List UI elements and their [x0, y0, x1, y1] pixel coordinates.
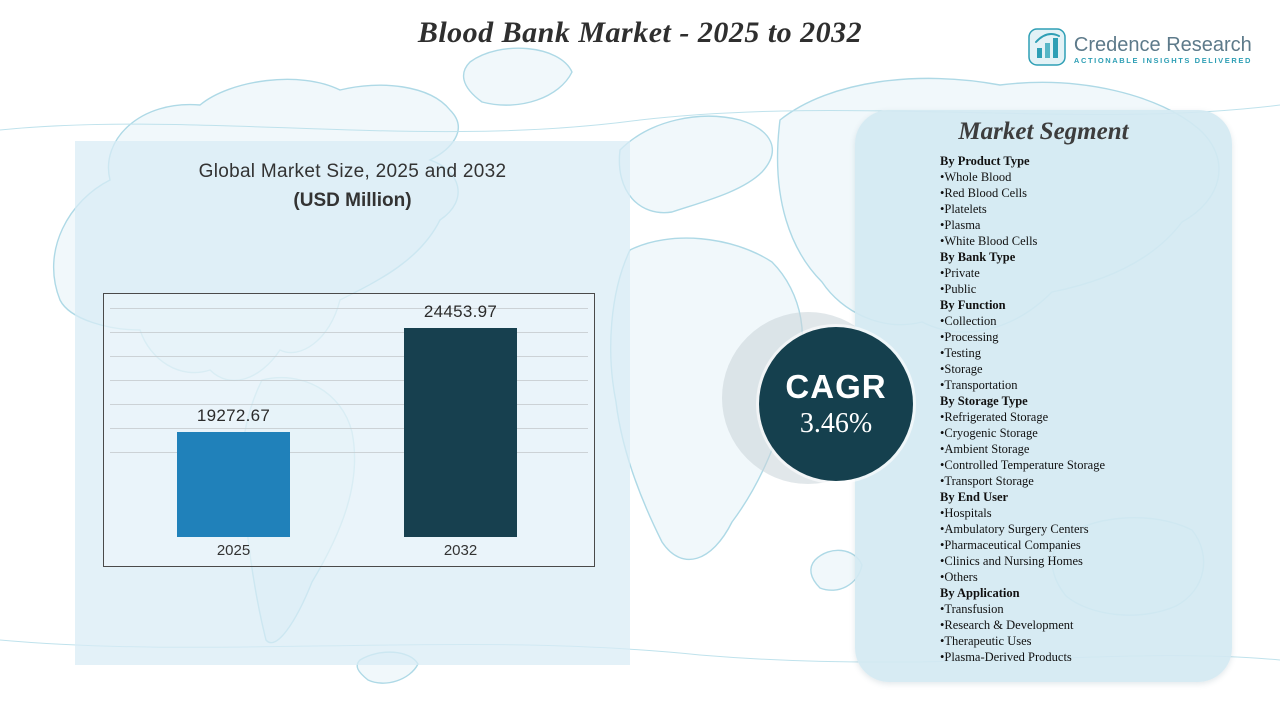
bar-2032 [404, 328, 517, 537]
segment-item: •Others [940, 570, 978, 584]
segment-list: By Product Type •Whole Blood •Red Blood Ce… [855, 153, 1232, 665]
segment-item: •Storage [940, 362, 983, 376]
segment-item: •Transportation [940, 378, 1018, 392]
cagr-value: 3.46% [799, 408, 873, 439]
segment-item: •Collection [940, 314, 997, 328]
bar-category-label: 2025 [216, 542, 251, 559]
segment-item: •Platelets [940, 202, 987, 216]
market-segment-panel: Market Segment By Product Type •Whole Blo… [855, 110, 1232, 682]
segment-group-heading: By Function [940, 298, 1006, 312]
segment-item: •Testing [940, 346, 981, 360]
bar-chart: 19272.67 2025 24453.97 2032 [103, 293, 595, 567]
segment-item: •Transfusion [940, 602, 1004, 616]
bar-value-label: 24453.97 [423, 302, 498, 321]
segment-item: •White Blood Cells [940, 234, 1038, 248]
brand-logo-icon [1028, 28, 1066, 71]
segment-item: •Therapeutic Uses [940, 634, 1032, 648]
brand-name: Credence Research [1073, 34, 1252, 56]
brand-tagline: Actionable Insights Delivered [1073, 56, 1252, 65]
segment-group-heading: By End User [940, 490, 1009, 504]
segment-item: •Clinics and Nursing Homes [940, 554, 1083, 568]
segment-group-heading: By Storage Type [940, 394, 1028, 408]
segment-item: •Refrigerated Storage [940, 410, 1049, 424]
segment-item: •Private [940, 266, 980, 280]
segment-item: •Controlled Temperature Storage [940, 458, 1106, 472]
segment-item: •Processing [940, 330, 999, 344]
bar-plot: 19272.67 2025 24453.97 2032 [177, 294, 517, 559]
chart-subtitle: Global Market Size, 2025 and 2032 (USD M… [75, 161, 630, 212]
segment-item: •Public [940, 282, 977, 296]
cagr-badge: CAGR 3.46% [759, 327, 913, 481]
market-size-panel: Global Market Size, 2025 and 2032 (USD M… [75, 141, 630, 665]
segment-group-heading: By Product Type [940, 154, 1030, 168]
segment-item: •Plasma [940, 218, 981, 232]
bar-value-label: 19272.67 [196, 406, 271, 425]
market-segment-title: Market Segment [958, 118, 1129, 145]
segment-item: •Ambient Storage [940, 442, 1030, 456]
page-title: Blood Bank Market - 2025 to 2032 [417, 16, 863, 49]
bar-2025 [177, 432, 290, 537]
segment-item: •Hospitals [940, 506, 992, 520]
chart-subtitle-line1: Global Market Size, 2025 and 2032 [198, 161, 507, 182]
segment-group-heading: By Bank Type [940, 250, 1016, 264]
segment-item: •Red Blood Cells [940, 186, 1028, 200]
segment-item: •Whole Blood [940, 170, 1012, 184]
segment-item: •Cryogenic Storage [940, 426, 1038, 440]
bar-category-label: 2032 [443, 542, 478, 559]
segment-item: •Transport Storage [940, 474, 1034, 488]
bar-column-2025: 19272.67 2025 [177, 406, 290, 559]
cagr-label: CAGR [785, 368, 887, 405]
segment-item: •Plasma-Derived Products [940, 650, 1072, 664]
bar-column-2032: 24453.97 2032 [404, 302, 517, 559]
chart-subtitle-line2: (USD Million) [293, 190, 412, 211]
segment-item: •Research & Development [940, 618, 1074, 632]
segment-item: •Ambulatory Surgery Centers [940, 522, 1089, 536]
segment-item: •Pharmaceutical Companies [940, 538, 1081, 552]
segment-group-heading: By Application [940, 586, 1020, 600]
brand-logo: Credence Research Actionable Insights De… [1028, 28, 1252, 71]
